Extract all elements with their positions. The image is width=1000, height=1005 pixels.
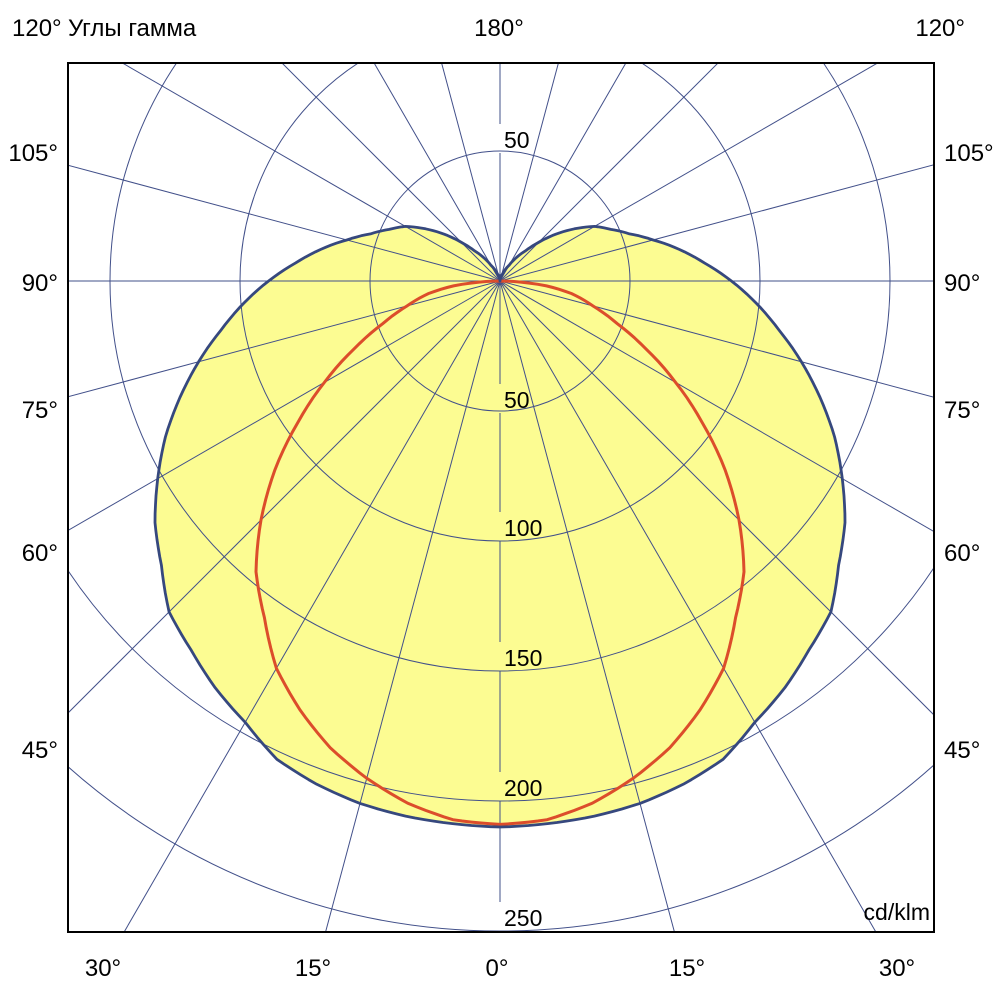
grid-ray-75: [499, 280, 934, 398]
gamma-label-right-105: 105°: [944, 140, 994, 167]
radius-tick-label-150: 150: [504, 645, 542, 671]
grid-ray-330: [123, 280, 501, 932]
chart-border: [67, 62, 935, 933]
grid-ray-345: [325, 280, 501, 932]
grid-ray-225: [281, 63, 501, 282]
gamma-label-right-90: 90°: [944, 270, 980, 297]
gamma-label-left-45: 45°: [22, 737, 58, 764]
gamma-label-left-90: 90°: [22, 270, 58, 297]
grid-ray-300: [68, 280, 501, 531]
grid-ray-165: [499, 63, 559, 282]
grid-ray-255: [68, 164, 501, 282]
gamma-label-right-60: 60°: [944, 540, 980, 567]
grid-ray-135: [499, 63, 719, 282]
radius-tick-label-250: 250: [504, 905, 542, 931]
grid-ray-45: [499, 280, 934, 716]
radius-tick-label-100: 100: [504, 515, 542, 541]
grid-ray-210: [373, 63, 501, 282]
gamma-label-bottom-30R: 30°: [879, 955, 915, 982]
grid-ray-105: [499, 164, 934, 282]
gamma-label-left-105: 105°: [8, 140, 58, 167]
gamma-label-top-left: 120°: [12, 15, 62, 42]
gamma-label-bottom-30L: 30°: [85, 955, 121, 982]
gamma-label-left-60: 60°: [22, 540, 58, 567]
gamma-label-left-75: 75°: [22, 397, 58, 424]
grid-ray-240: [121, 63, 501, 282]
red-intensity-curve: [254, 279, 746, 826]
grid-ray-195: [441, 63, 501, 282]
gamma-label-right-75: 75°: [944, 397, 980, 424]
radius-tick-labels: 50 50 100 150 200 250: [504, 127, 542, 931]
grid-ray-30: [499, 280, 877, 932]
grid-ray-15: [499, 280, 675, 932]
grid-ray-60: [499, 280, 934, 533]
gamma-label-top-center: 180°: [474, 15, 524, 42]
intensity-curve-outline: [153, 225, 847, 829]
radius-tick-label-50-upper: 50: [504, 127, 530, 153]
radius-tick-label-50: 50: [504, 387, 530, 413]
gamma-label-bottom-15R: 15°: [669, 955, 705, 982]
grid-ray-120: [499, 63, 879, 282]
grid-ray-150: [499, 63, 627, 282]
grid-ray-315: [68, 280, 501, 714]
gamma-label-bottom-15L: 15°: [295, 955, 331, 982]
unit-label: cd/klm: [864, 899, 930, 925]
chart-title: Углы гамма: [68, 15, 197, 42]
gamma-label-right-45: 45°: [944, 737, 980, 764]
gamma-label-top-right: 120°: [915, 15, 965, 42]
gamma-label-bottom-0: 0°: [486, 955, 509, 982]
grid-ray-285: [68, 280, 501, 398]
radius-tick-label-200: 200: [504, 775, 542, 801]
